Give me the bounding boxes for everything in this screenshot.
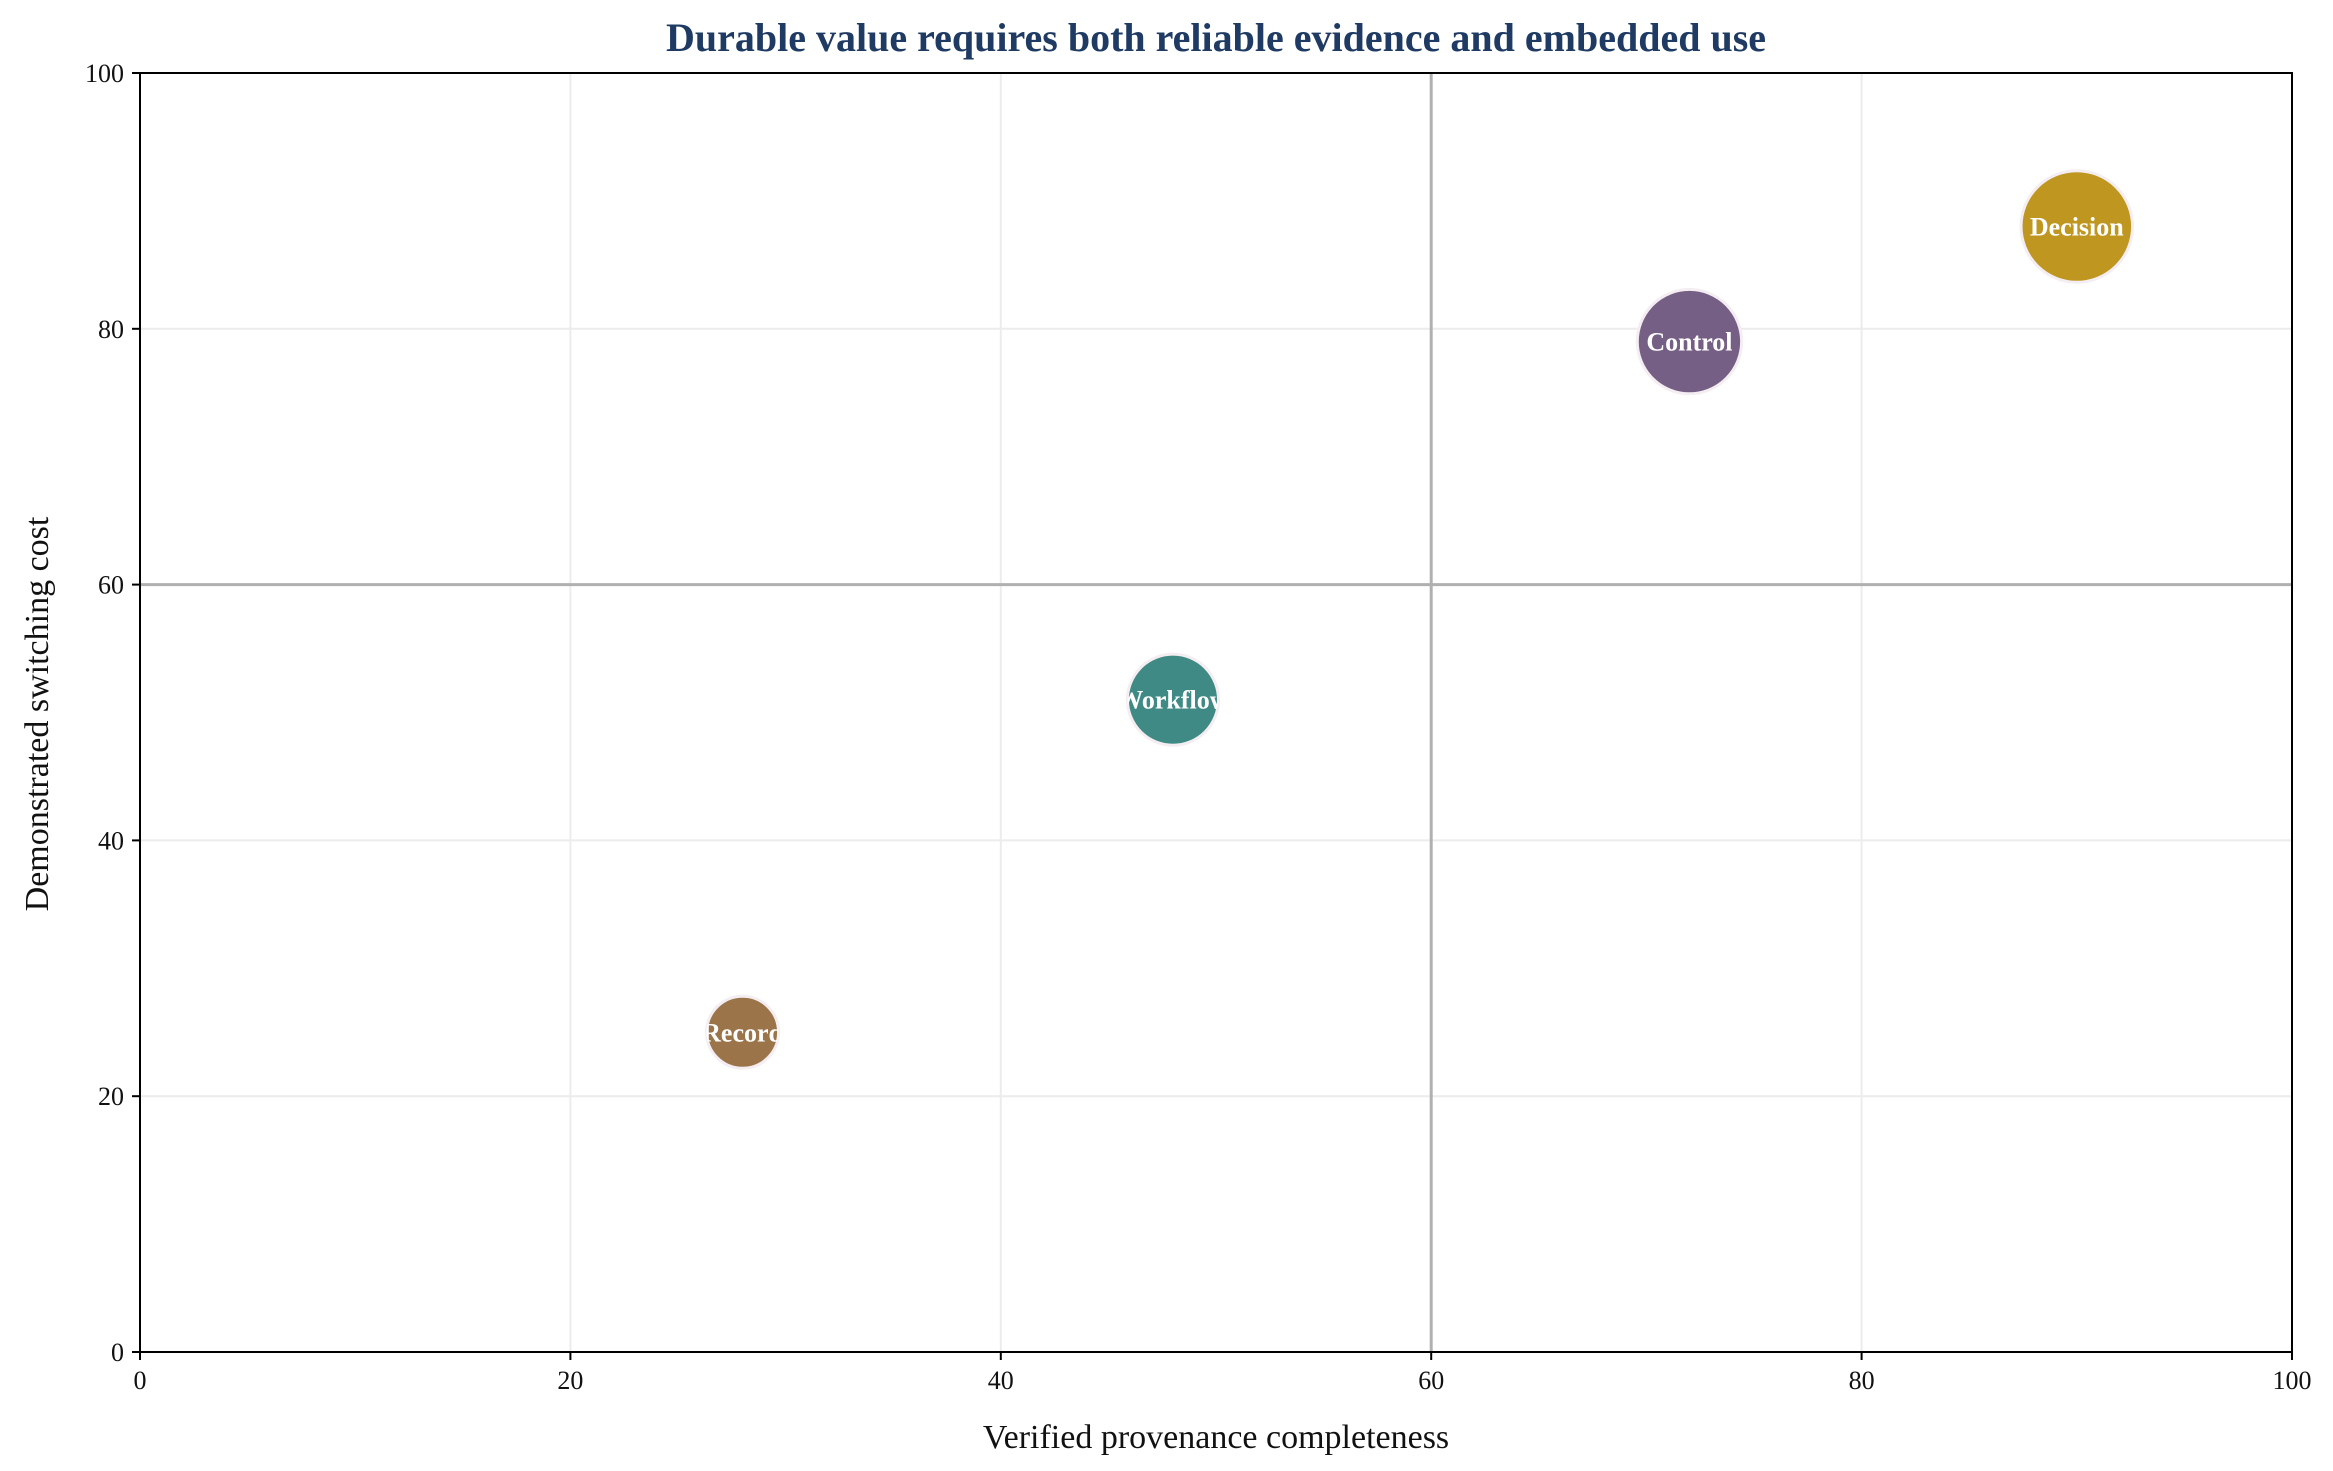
bubble-control: Control	[1635, 287, 1744, 396]
x-tick-label: 100	[2273, 1366, 2312, 1395]
y-tick-label: 40	[98, 826, 124, 855]
y-tick-label: 20	[98, 1082, 124, 1111]
bubble-label: Control	[1646, 328, 1732, 357]
y-tick-label: 60	[98, 571, 124, 600]
bubble-label: Workflow	[1117, 686, 1228, 715]
bubble-label: Record	[702, 1018, 783, 1047]
bubble-record: Record	[702, 994, 783, 1070]
bubbles: Record Workflow Control Decision	[702, 169, 2135, 1070]
axis-ticks: 0 20 40 60 80 100 0 20 40 60 80 100	[85, 59, 2312, 1395]
x-tick-label: 0	[134, 1366, 147, 1395]
bubble-marker	[1125, 652, 1220, 747]
y-tick-label: 100	[85, 59, 124, 88]
x-tick-label: 40	[988, 1366, 1014, 1395]
bubble-workflow: Workflow	[1117, 652, 1228, 747]
plot-frame	[139, 72, 2293, 1353]
y-tick-label: 0	[111, 1338, 124, 1367]
y-tick-label: 80	[98, 315, 124, 344]
bubble-marker	[705, 994, 781, 1070]
x-tick-label: 80	[1849, 1366, 1875, 1395]
y-axis-label: Demonstrated switching cost	[19, 516, 56, 911]
bubble-decision: Decision	[2019, 169, 2135, 284]
x-tick-label: 60	[1418, 1366, 1444, 1395]
bubble-marker	[2019, 169, 2135, 284]
bubble-marker	[1635, 287, 1744, 396]
chart-title: Durable value requires both reliable evi…	[666, 15, 1766, 60]
reference-lines	[140, 73, 2292, 1352]
bubble-label: Decision	[2030, 212, 2124, 241]
x-axis-label: Verified provenance completeness	[983, 1419, 1449, 1456]
x-tick-label: 20	[557, 1366, 583, 1395]
